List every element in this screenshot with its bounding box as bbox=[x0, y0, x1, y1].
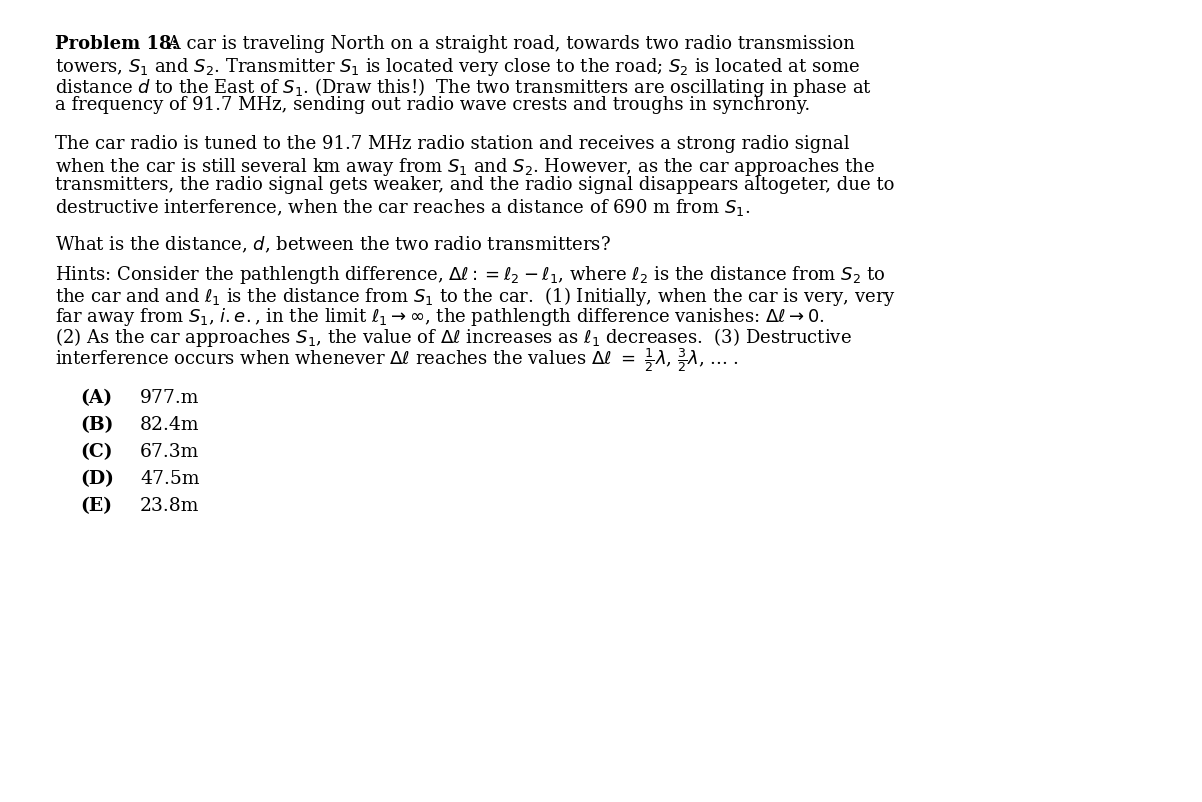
Text: 977.m: 977.m bbox=[139, 389, 200, 407]
Text: distance $d$ to the East of $S_1$. (Draw this!)  The two transmitters are oscill: distance $d$ to the East of $S_1$. (Draw… bbox=[55, 76, 871, 99]
Text: What is the distance, $d$, between the two radio transmitters?: What is the distance, $d$, between the t… bbox=[55, 235, 611, 255]
Text: destructive interference, when the car reaches a distance of 690 m from $S_1$.: destructive interference, when the car r… bbox=[55, 196, 750, 217]
Text: interference occurs when whenever $\Delta\ell$ reaches the values $\Delta\ell \ : interference occurs when whenever $\Delt… bbox=[55, 346, 739, 375]
Text: 47.5m: 47.5m bbox=[139, 470, 200, 488]
Text: 82.4m: 82.4m bbox=[139, 415, 200, 434]
Text: a frequency of 91.7 MHz, sending out radio wave crests and troughs in synchrony.: a frequency of 91.7 MHz, sending out rad… bbox=[55, 96, 810, 115]
Text: A car is traveling North on a straight road, towards two radio transmission: A car is traveling North on a straight r… bbox=[162, 35, 855, 53]
Text: when the car is still several km away from $S_1$ and $S_2$. However, as the car : when the car is still several km away fr… bbox=[55, 156, 875, 177]
Text: (E): (E) bbox=[81, 496, 112, 515]
Text: (B): (B) bbox=[81, 415, 113, 434]
Text: transmitters, the radio signal gets weaker, and the radio signal disappears alto: transmitters, the radio signal gets weak… bbox=[55, 176, 894, 194]
Text: far away from $S_1$, $i.e.$, in the limit $\ell_1 \rightarrow \infty$, the pathl: far away from $S_1$, $i.e.$, in the limi… bbox=[55, 306, 825, 327]
Text: (C): (C) bbox=[81, 443, 113, 460]
Text: Hints: Consider the pathlength difference, $\Delta\ell := \ell_2 - \ell_1$, wher: Hints: Consider the pathlength differenc… bbox=[55, 265, 886, 286]
Text: 23.8m: 23.8m bbox=[139, 496, 200, 515]
Text: Problem 18:: Problem 18: bbox=[55, 35, 178, 53]
Text: (D): (D) bbox=[81, 470, 114, 488]
Text: the car and and $\ell_1$ is the distance from $S_1$ to the car.  (1) Initially, : the car and and $\ell_1$ is the distance… bbox=[55, 285, 895, 308]
Text: The car radio is tuned to the 91.7 MHz radio station and receives a strong radio: The car radio is tuned to the 91.7 MHz r… bbox=[55, 135, 850, 153]
Text: (2) As the car approaches $S_1$, the value of $\Delta\ell$ increases as $\ell_1$: (2) As the car approaches $S_1$, the val… bbox=[55, 326, 852, 349]
Text: 67.3m: 67.3m bbox=[139, 443, 200, 460]
Text: (A): (A) bbox=[81, 389, 112, 407]
Text: towers, $S_1$ and $S_2$. Transmitter $S_1$ is located very close to the road; $S: towers, $S_1$ and $S_2$. Transmitter $S_… bbox=[55, 55, 859, 78]
